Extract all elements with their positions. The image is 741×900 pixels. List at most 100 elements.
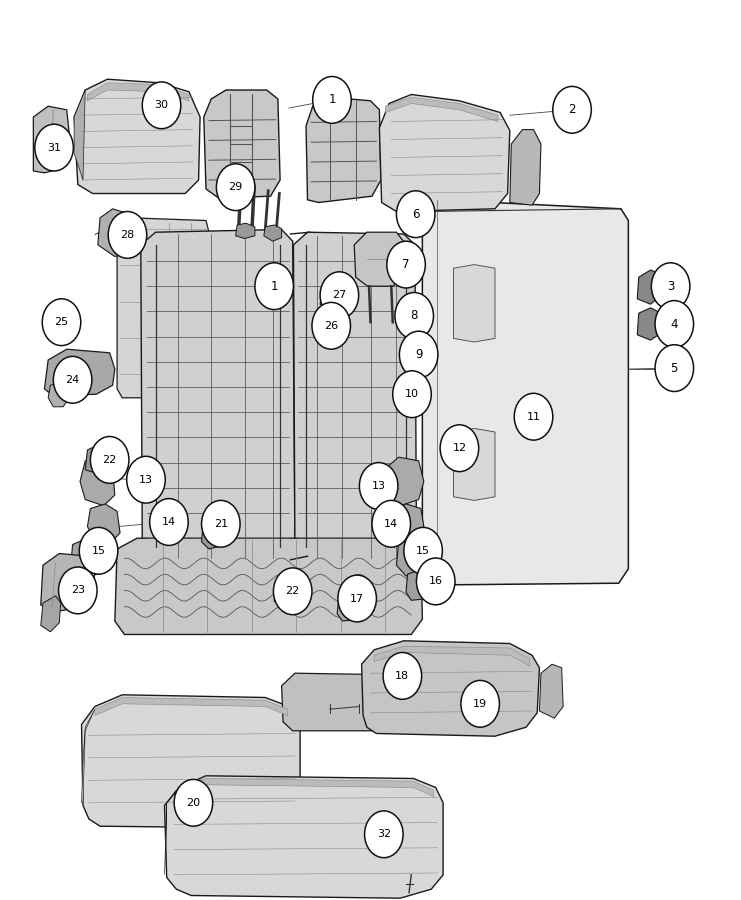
Polygon shape <box>362 641 539 736</box>
Text: 12: 12 <box>452 443 467 454</box>
Circle shape <box>655 301 694 347</box>
Polygon shape <box>274 576 302 607</box>
Polygon shape <box>306 97 381 202</box>
Text: 15: 15 <box>416 545 430 556</box>
Polygon shape <box>406 569 439 600</box>
Circle shape <box>396 191 435 238</box>
Text: 22: 22 <box>102 454 117 465</box>
Text: 13: 13 <box>372 481 385 491</box>
Circle shape <box>395 292 433 339</box>
Text: 28: 28 <box>120 230 135 240</box>
Circle shape <box>365 811 403 858</box>
Circle shape <box>174 779 213 826</box>
Text: 16: 16 <box>429 576 442 587</box>
Circle shape <box>142 82 181 129</box>
Polygon shape <box>453 428 495 500</box>
Circle shape <box>90 436 129 483</box>
Text: 6: 6 <box>412 208 419 220</box>
Circle shape <box>399 331 438 378</box>
Polygon shape <box>44 349 115 396</box>
Text: 8: 8 <box>411 310 418 322</box>
Text: 27: 27 <box>332 290 347 301</box>
Text: 23: 23 <box>70 585 85 596</box>
Circle shape <box>383 652 422 699</box>
Polygon shape <box>637 308 661 340</box>
Polygon shape <box>74 79 200 194</box>
Circle shape <box>359 463 398 509</box>
Text: 19: 19 <box>473 698 488 709</box>
Polygon shape <box>282 673 416 731</box>
Polygon shape <box>82 695 300 828</box>
Circle shape <box>35 124 73 171</box>
Polygon shape <box>264 225 282 241</box>
Polygon shape <box>382 457 424 506</box>
Text: 13: 13 <box>139 474 153 485</box>
Circle shape <box>416 558 455 605</box>
Polygon shape <box>539 664 563 718</box>
Circle shape <box>440 425 479 472</box>
Circle shape <box>150 499 188 545</box>
Polygon shape <box>117 218 209 398</box>
Circle shape <box>655 345 694 392</box>
Text: 9: 9 <box>415 348 422 361</box>
Polygon shape <box>70 538 105 578</box>
Circle shape <box>273 568 312 615</box>
Circle shape <box>255 263 293 310</box>
Polygon shape <box>165 790 176 875</box>
Polygon shape <box>354 232 406 286</box>
Polygon shape <box>165 776 443 898</box>
Polygon shape <box>396 536 431 576</box>
Polygon shape <box>236 223 255 238</box>
Text: 26: 26 <box>324 320 339 331</box>
Text: 4: 4 <box>671 318 678 330</box>
Circle shape <box>312 302 350 349</box>
Text: 29: 29 <box>228 182 243 193</box>
Polygon shape <box>510 130 541 205</box>
Polygon shape <box>87 83 189 101</box>
Circle shape <box>514 393 553 440</box>
Circle shape <box>338 575 376 622</box>
Polygon shape <box>95 698 288 716</box>
Polygon shape <box>115 538 422 634</box>
Polygon shape <box>179 778 433 796</box>
Polygon shape <box>141 230 295 560</box>
Circle shape <box>372 500 411 547</box>
Text: 11: 11 <box>527 411 540 422</box>
Circle shape <box>320 272 359 319</box>
Polygon shape <box>80 457 115 506</box>
Text: 1: 1 <box>328 94 336 106</box>
Polygon shape <box>453 265 495 342</box>
Polygon shape <box>637 270 661 304</box>
Text: 15: 15 <box>92 545 105 556</box>
Circle shape <box>202 500 240 547</box>
Circle shape <box>216 164 255 211</box>
Polygon shape <box>98 209 133 256</box>
Text: 14: 14 <box>384 518 399 529</box>
Polygon shape <box>85 443 115 475</box>
Text: 2: 2 <box>568 104 576 116</box>
Polygon shape <box>422 200 628 585</box>
Polygon shape <box>387 504 424 544</box>
Polygon shape <box>204 90 280 198</box>
Polygon shape <box>74 90 85 180</box>
Circle shape <box>404 527 442 574</box>
Polygon shape <box>48 380 73 407</box>
Text: 31: 31 <box>47 142 61 153</box>
Text: 32: 32 <box>376 829 391 840</box>
Text: 21: 21 <box>213 518 228 529</box>
Circle shape <box>127 456 165 503</box>
Circle shape <box>651 263 690 310</box>
Circle shape <box>42 299 81 346</box>
Text: 1: 1 <box>270 280 278 292</box>
Polygon shape <box>385 97 498 122</box>
Circle shape <box>108 212 147 258</box>
Circle shape <box>313 76 351 123</box>
Text: 22: 22 <box>285 586 300 597</box>
Text: 30: 30 <box>155 100 168 111</box>
Text: 20: 20 <box>186 797 201 808</box>
Text: 7: 7 <box>402 258 410 271</box>
Polygon shape <box>293 232 416 560</box>
Text: 3: 3 <box>667 280 674 292</box>
Circle shape <box>393 371 431 418</box>
Circle shape <box>53 356 92 403</box>
